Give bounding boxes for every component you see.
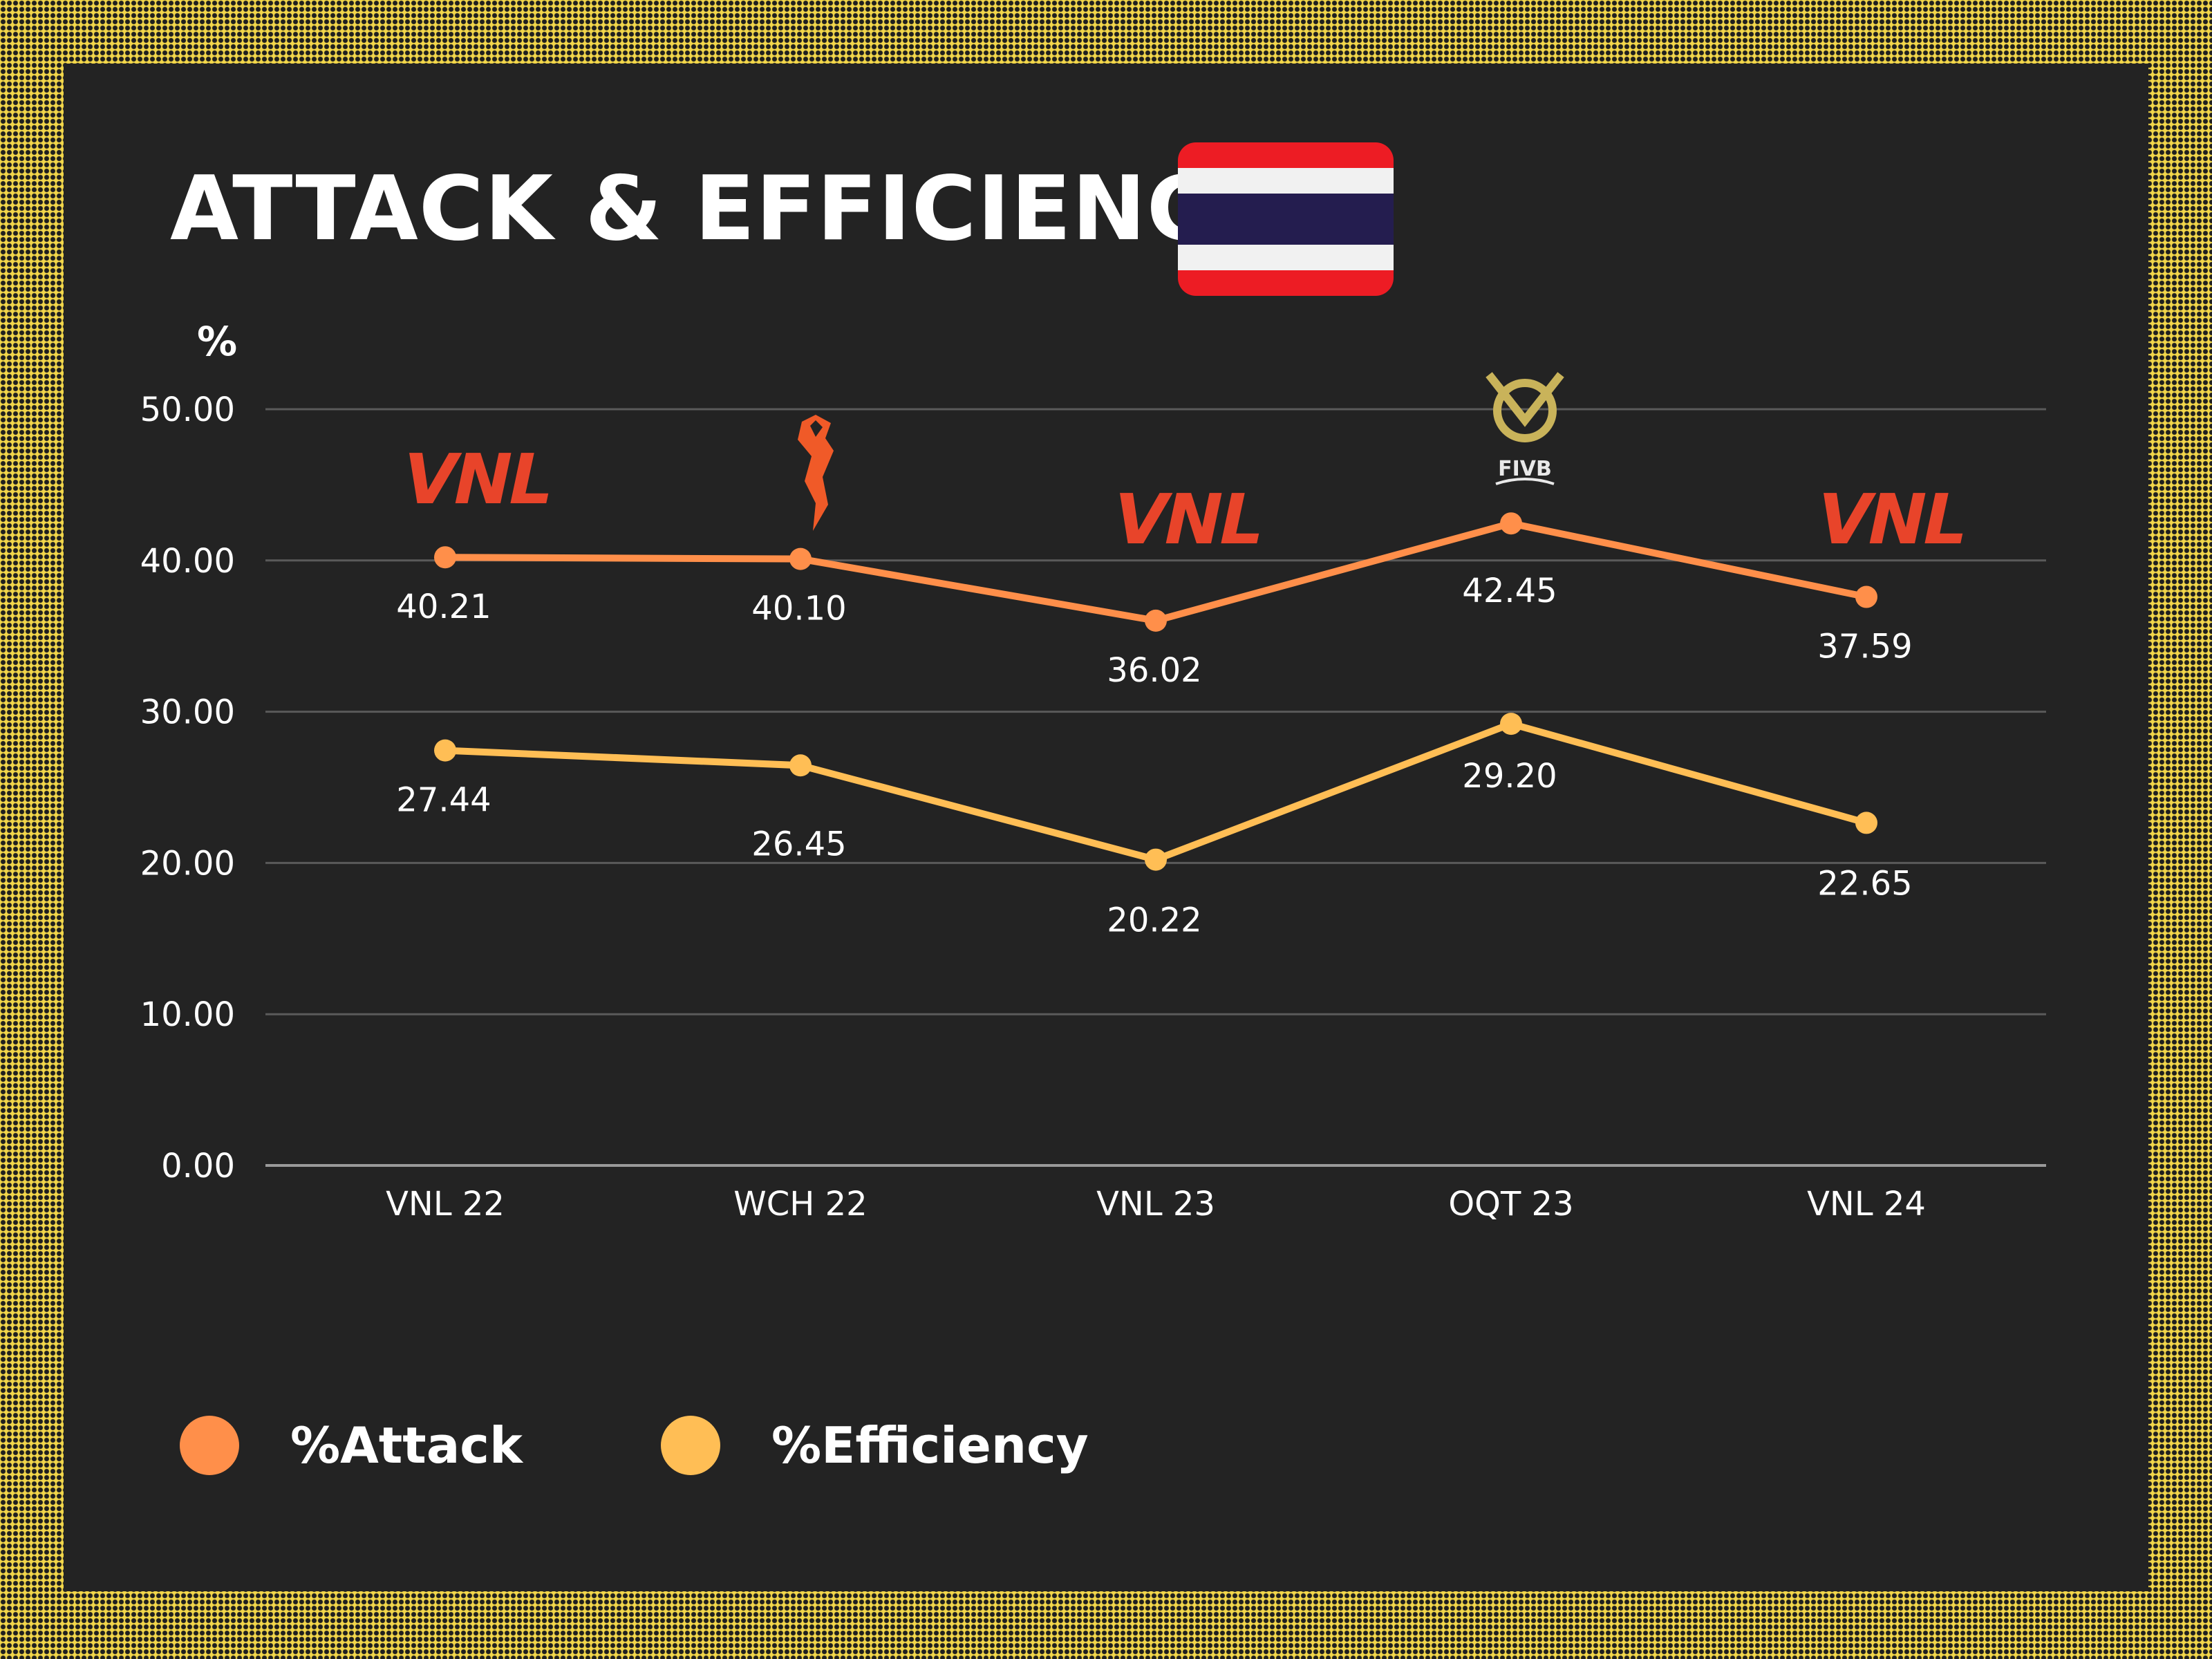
y-tick-label: 50.00 [140,391,235,429]
vnl-logo-text: VNL [1105,479,1271,560]
attack-data-point [1145,609,1167,632]
efficiency-data-label: 27.44 [396,781,491,820]
thailand-flag-icon [1178,142,1394,296]
legend-label-efficiency: %Efficiency [771,1416,1089,1474]
flag-stripe-blue [1178,194,1394,245]
efficiency-data-label: 29.20 [1462,757,1557,796]
fivb-olympic-qualification-logo-icon: FIVB [1485,372,1564,485]
flag-stripe-white-bottom [1178,245,1394,270]
efficiency-data-point [789,754,812,777]
vnl-logo-text: VNL [1809,479,1974,560]
legend-label-attack: %Attack [290,1416,523,1474]
attack-data-point [434,546,456,569]
y-tick-label: 40.00 [140,542,235,581]
attack-data-label: 40.10 [751,590,846,628]
y-tick-label: 0.00 [161,1147,235,1185]
x-tick-label: VNL 22 [386,1185,505,1224]
efficiency-data-point [1500,713,1522,735]
legend-swatch-attack [180,1416,239,1475]
chart-title: ATTACK & EFFICIENCY [170,158,1277,261]
y-axis-label: % [197,318,237,365]
y-tick-label: 20.00 [140,844,235,883]
efficiency-data-point [434,739,456,762]
vnl-logo-text: VNL [395,439,560,520]
efficiency-data-label: 22.65 [1817,864,1912,903]
attack-data-point [1855,585,1877,608]
attack-data-point [789,547,812,570]
world-championship-logo-icon [798,415,834,531]
x-tick-label: VNL 24 [1807,1185,1926,1224]
efficiency-data-label: 20.22 [1107,901,1201,940]
x-tick-label: VNL 23 [1096,1185,1215,1224]
efficiency-data-label: 26.45 [751,825,846,863]
flame-shape [798,415,834,531]
chart-panel [64,64,2148,1591]
x-tick-label: WCH 22 [733,1185,867,1224]
flame-cutout [810,420,823,437]
attack-data-label: 42.45 [1462,572,1557,610]
efficiency-data-point [1855,812,1877,834]
attack-data-label: 36.02 [1107,651,1201,690]
attack-data-label: 37.59 [1817,628,1912,666]
vnl-logo-icon: VNL [1105,479,1271,560]
y-tick-label: 30.00 [140,693,235,732]
efficiency-data-point [1145,848,1167,871]
efficiency-series-line [442,720,1870,863]
x-tick-label: OQT 23 [1448,1185,1573,1224]
attack-data-point [1500,512,1522,535]
flag-stripe-red-bottom [1178,270,1394,296]
legend-item-efficiency: %Efficiency [661,1414,1089,1477]
flag-stripe-white-top [1178,168,1394,194]
legend-item-attack: %Attack [180,1414,523,1477]
logo-ring [1493,379,1557,442]
attack-data-label: 40.21 [396,588,491,626]
y-tick-label: 10.00 [140,995,235,1034]
vnl-logo-icon: VNL [1809,479,1974,560]
vnl-logo-icon: VNL [395,439,560,520]
logo-swoosh [1495,478,1555,485]
legend-swatch-efficiency [661,1416,720,1475]
flag-stripe-red-top [1178,142,1394,168]
fivb-logo-text: FIVB [1498,457,1552,481]
